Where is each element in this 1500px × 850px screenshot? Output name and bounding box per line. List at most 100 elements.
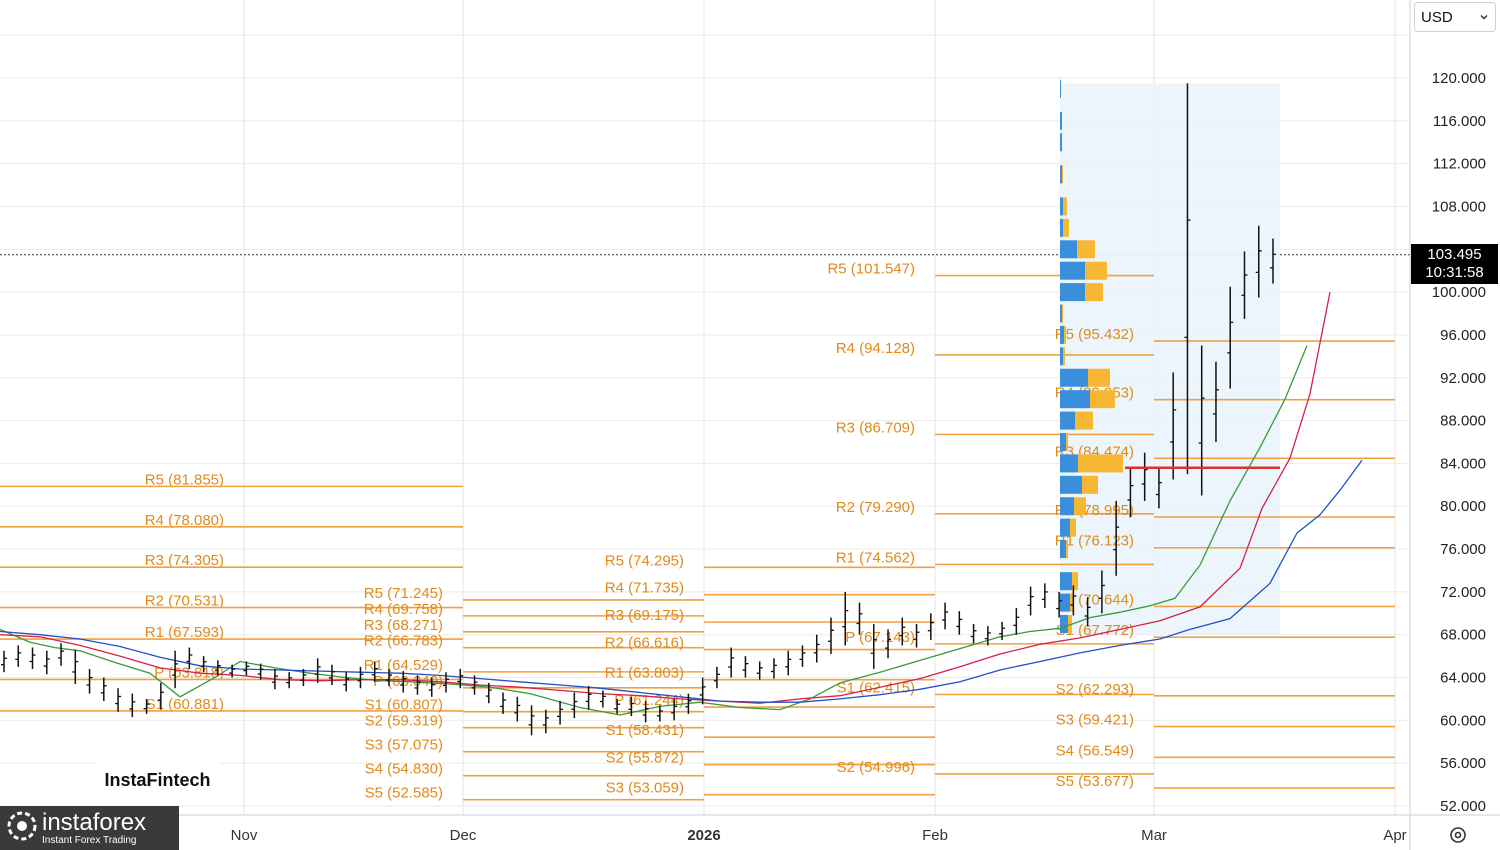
volume-profile: [1060, 79, 1123, 633]
volume-bar-buy: [1060, 218, 1063, 237]
pivot-label: S5 (52.585): [365, 785, 443, 802]
pivot-label: S2 (62.293): [1056, 681, 1134, 698]
x-tick-label: Nov: [231, 827, 258, 844]
y-tick-label: 120.000: [1432, 70, 1486, 87]
volume-bar-buy: [1060, 497, 1074, 516]
pivot-label: S1 (67.772): [1056, 622, 1134, 639]
pivot-label: R4 (69.758): [364, 601, 443, 618]
y-tick-label: 116.000: [1433, 113, 1486, 130]
x-tick-label: Feb: [922, 827, 948, 844]
volume-bar-buy: [1060, 411, 1075, 430]
pivot-label: R2 (66.616): [605, 635, 684, 652]
pivot-label: R5 (95.432): [1055, 326, 1134, 343]
volume-bar-buy: [1060, 347, 1063, 366]
volume-bar-sell: [1072, 572, 1078, 591]
pivot-label: S2 (55.872): [606, 750, 684, 767]
pivot-label: R1 (74.562): [836, 549, 915, 566]
volume-bar-buy: [1060, 390, 1090, 409]
moving-average-line: [0, 291, 1331, 704]
pivot-label: R1 (63.803): [605, 665, 684, 682]
volume-bar-sell: [1062, 304, 1063, 323]
volume-bar-buy: [1060, 165, 1062, 184]
candle-countdown: 10:31:58: [1425, 264, 1484, 281]
logo-icon: [6, 810, 38, 847]
volume-bar-buy: [1060, 261, 1085, 280]
y-tick-label: 112.000: [1433, 156, 1486, 173]
volume-bar-buy: [1060, 518, 1070, 537]
pivot-label: R3 (69.175): [605, 607, 684, 624]
pivot-label: R5 (74.295): [605, 552, 684, 569]
pivot-label: S4 (56.549): [1056, 742, 1134, 759]
pivot-label: S3 (59.421): [1056, 712, 1134, 729]
volume-bar-sell: [1090, 390, 1115, 409]
volume-bar-buy: [1060, 197, 1063, 216]
pivot-label: R3 (86.709): [836, 419, 915, 436]
y-tick-label: 84.000: [1440, 455, 1486, 472]
volume-bar-sell: [1066, 540, 1068, 559]
logo-sub-text: Instant Forex Trading: [42, 834, 137, 846]
y-tick-label: 60.000: [1440, 712, 1486, 729]
pivot-label: S3 (53.059): [606, 780, 684, 797]
settings-icon[interactable]: [1446, 824, 1470, 846]
volume-bar-sell: [1088, 368, 1110, 387]
y-tick-label: 52.000: [1440, 798, 1486, 815]
volume-bar-sell: [1085, 283, 1103, 302]
moving-average-line: [0, 459, 1363, 703]
pivot-label: R4 (78.080): [145, 512, 224, 529]
pivot-label: R5 (81.855): [145, 471, 224, 488]
pivot-label: S2 (59.319): [365, 713, 443, 730]
pivot-label: R2 (70.531): [145, 593, 224, 610]
volume-bar-sell: [1063, 218, 1069, 237]
y-tick-label: 80.000: [1440, 498, 1486, 515]
volume-bar-sell: [1074, 497, 1086, 516]
volume-bar-sell: [1070, 518, 1076, 537]
volume-bar-sell: [1066, 433, 1068, 451]
volume-bar-buy: [1060, 433, 1066, 451]
pivot-label: S3 (57.075): [365, 737, 443, 754]
x-tick-label: Apr: [1383, 827, 1406, 844]
volume-bar-buy: [1060, 304, 1062, 323]
pivot-label: S1 (58.431): [606, 722, 684, 739]
y-tick-label: 64.000: [1440, 670, 1486, 687]
pivot-label: R3 (74.305): [145, 552, 224, 569]
volume-bar-sell: [1063, 197, 1067, 216]
pivot-label: S1 (60.881): [146, 696, 224, 713]
pivot-label: P (63.818): [154, 664, 224, 681]
volume-bar-sell: [1064, 325, 1066, 344]
pivot-label: S2 (54.996): [837, 759, 915, 776]
pivot-label: R4 (94.128): [836, 340, 915, 357]
volume-profile-area: [1060, 83, 1280, 635]
volume-bar-sell: [1070, 593, 1074, 612]
x-tick-label: Mar: [1141, 827, 1167, 844]
volume-bar-sell: [1077, 240, 1095, 259]
volume-bar-buy: [1060, 454, 1078, 473]
currency-label: USD: [1421, 8, 1453, 26]
volume-bar-sell: [1062, 165, 1063, 184]
pivot-label: P (67.143): [845, 629, 915, 646]
pivot-label: R2 (79.290): [836, 499, 915, 516]
pivot-label: R1 (64.529): [364, 657, 443, 674]
pivot-label: S1 (60.807): [365, 697, 443, 714]
instafintech-watermark: InstaFintech: [95, 760, 220, 800]
current-price-tag: 103.495 10:31:58: [1411, 244, 1498, 284]
pivot-label: R4 (71.735): [605, 580, 684, 597]
currency-select[interactable]: USD: [1414, 2, 1496, 32]
pivot-label: R5 (101.547): [827, 261, 915, 278]
volume-bar-buy: [1060, 240, 1077, 259]
volume-bar-buy: [1060, 283, 1085, 302]
moving-average-line: [0, 345, 1308, 716]
pivot-label: S5 (53.677): [1056, 773, 1134, 790]
volume-bar-buy: [1060, 615, 1068, 633]
pivot-label: P (70.644): [1064, 591, 1134, 608]
instaforex-logo: instaforex Instant Forex Trading: [0, 806, 179, 850]
volume-profile-background: [1060, 83, 1280, 635]
x-tick-label: 2026: [687, 827, 720, 844]
volume-bar-buy: [1060, 593, 1070, 612]
pivot-label: R3 (68.271): [364, 617, 443, 634]
volume-bar-buy: [1060, 475, 1082, 494]
y-tick-label: 108.000: [1432, 198, 1486, 215]
y-tick-label: 88.000: [1440, 413, 1486, 430]
current-price-value: 103.495: [1427, 246, 1482, 263]
